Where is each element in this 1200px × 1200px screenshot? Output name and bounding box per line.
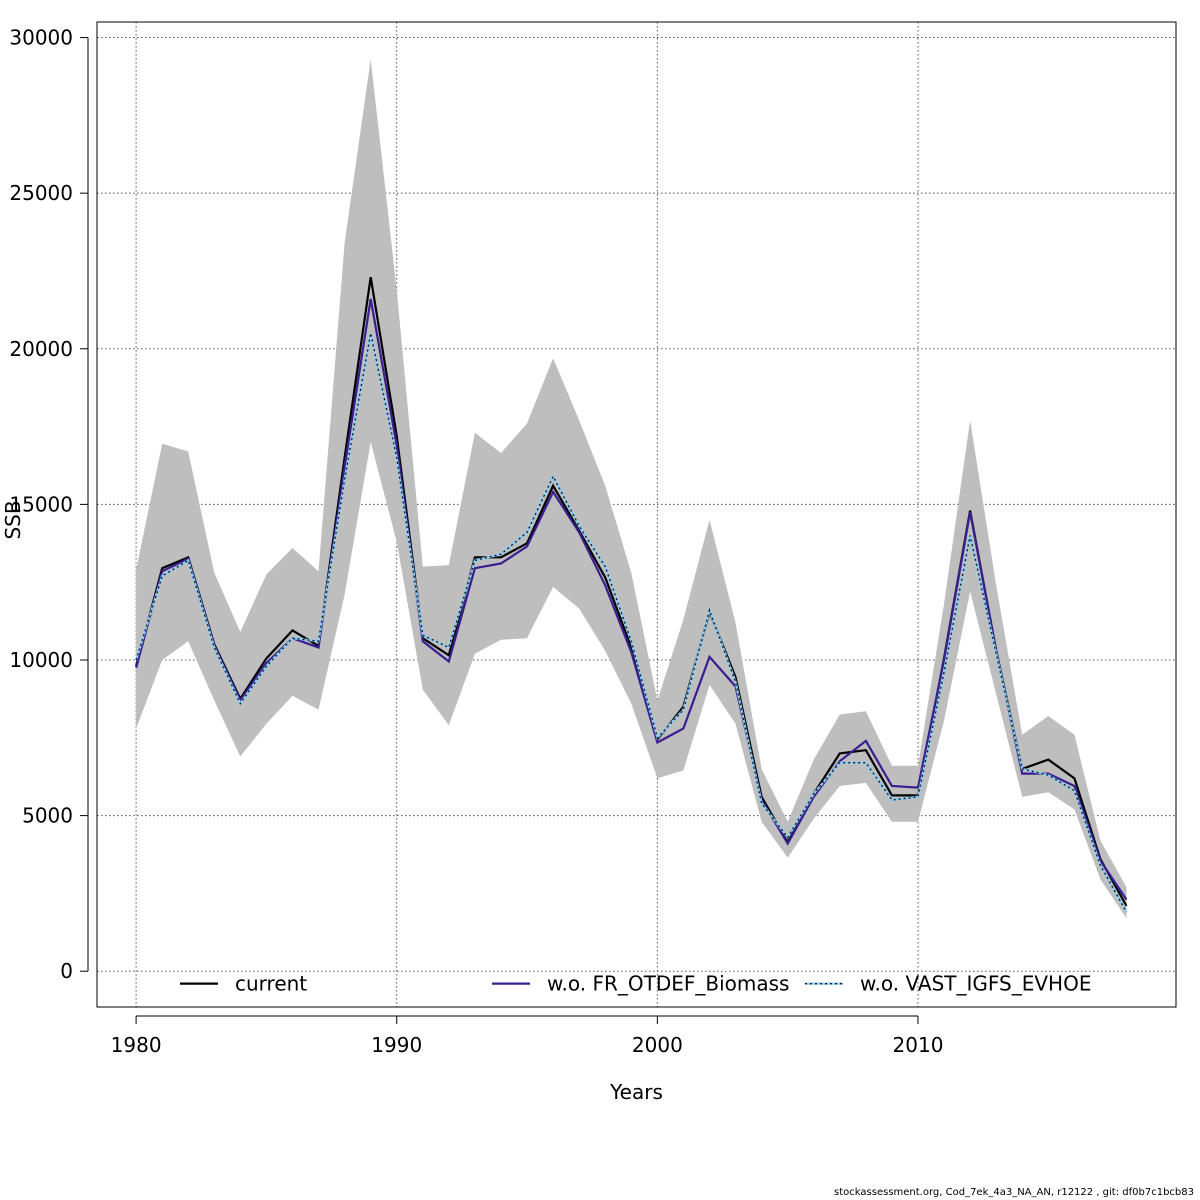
y-axis-label: SSB [1,500,25,539]
y-tick-label: 30000 [9,26,73,50]
x-tick-label: 2010 [893,1033,944,1057]
y-tick-label: 20000 [9,337,73,361]
x-axis: 1980 1990 2000 2010 [111,1015,944,1057]
legend-label-w-o-vast-igfs-evhoe: w.o. VAST_IGFS_EVHOE [860,972,1091,996]
series-line-w-o-fr-otdef-biomass [135,298,1128,901]
legend: current w.o. FR_OTDEF_Biomass w.o. VAST_IG… [180,972,1091,996]
y-tick-label: 5000 [22,804,73,828]
x-tick-label: 1990 [371,1033,422,1057]
footer-credit: stockassessment.org, Cod_7ek_4a3_NA_AN, … [834,1187,1194,1198]
series-lines [135,277,1128,913]
x-tick-label: 1980 [111,1033,162,1057]
y-tick-label: 15000 [9,492,73,516]
grid-lines [97,22,1176,1007]
y-tick-label: 10000 [9,648,73,672]
y-axis: 0 5000 10000 15000 20000 25000 30000 [9,26,89,983]
series-line-w-o-vast-igfs-evhoe-dots [135,333,1128,913]
y-tick-label: 0 [60,959,73,983]
x-tick-label: 2000 [632,1033,683,1057]
legend-label-w-o-fr-otdef-biomass: w.o. FR_OTDEF_Biomass [547,972,789,996]
confidence-band [136,59,1127,919]
y-tick-label: 25000 [9,181,73,205]
plot-frame [96,21,1177,1008]
legend-label-current: current [235,972,307,996]
x-axis-label: Years [609,1080,663,1104]
